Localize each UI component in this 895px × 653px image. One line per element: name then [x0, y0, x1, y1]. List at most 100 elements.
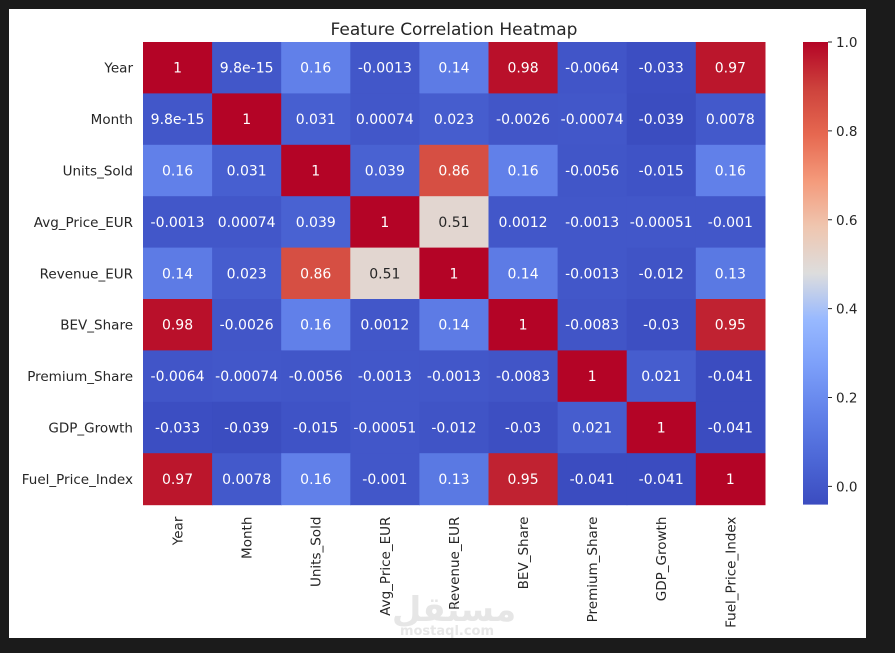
heatmap-cell-value: 0.16	[300, 472, 331, 488]
heatmap-chart: Feature Correlation Heatmap 1 9.8e-15 0.16…	[22, 20, 858, 638]
column-label: Avg_Price_EUR	[378, 517, 394, 616]
heatmap-cell-value: -0.039	[224, 421, 269, 437]
heatmap-cell-r3-c4	[419, 196, 490, 249]
colorbar-tick-label: 0.8	[836, 124, 857, 140]
colorbar-tick-label: 1.0	[836, 35, 857, 51]
heatmap-cell-value: 0.039	[296, 215, 336, 231]
heatmap-cell-value: -0.0013	[358, 61, 412, 77]
heatmap-cell-r5-c4	[419, 299, 490, 351]
heatmap-cell-value: 9.8e-15	[151, 112, 205, 128]
heatmap-cell-r0-c0	[143, 42, 213, 94]
heatmap-cell-r5-c1	[212, 299, 282, 351]
heatmap-cell-value: -0.001	[708, 215, 753, 231]
heatmap-cell-r5-c6	[557, 299, 628, 351]
column-label: Units_Sold	[309, 517, 325, 587]
heatmap-cell-value: 0.16	[162, 164, 193, 180]
heatmap-cell-value: 0.13	[438, 472, 469, 488]
heatmap-cell-value: 0.51	[369, 266, 400, 282]
heatmap-cell-r6-c3	[350, 350, 420, 403]
heatmap-cell-r3-c1	[212, 196, 282, 249]
heatmap-cell-value: -0.0083	[496, 369, 550, 385]
heatmap-cell-r6-c6	[557, 350, 628, 403]
row-label: BEV_Share	[60, 318, 133, 334]
heatmap-cell-r4-c6	[557, 247, 628, 300]
heatmap-cell-r0-c4	[419, 42, 490, 94]
heatmap-cell-value: 1	[657, 421, 666, 437]
heatmap-cell-value: -0.041	[708, 369, 753, 385]
heatmap-cell-r4-c4	[419, 247, 490, 300]
heatmap-cell-r7-c2	[281, 401, 351, 454]
row-label: Revenue_EUR	[40, 266, 133, 282]
heatmap-cell-value: -0.001	[362, 472, 407, 488]
heatmap-cell-value: 0.0012	[360, 318, 409, 334]
heatmap-cell-r1-c4	[419, 93, 490, 146]
heatmap-cell-value: 0.16	[300, 61, 331, 77]
column-label: Premium_Share	[585, 517, 601, 623]
heatmap-cell-value: 0.0012	[499, 215, 548, 231]
heatmap-cell-r6-c4	[419, 350, 490, 403]
heatmap-cell-r4-c2	[281, 247, 351, 300]
heatmap-cell-r0-c1	[212, 42, 282, 94]
row-label: Year	[103, 61, 133, 77]
heatmap-cell-r8-c1	[212, 453, 282, 506]
colorbar-tick-label: 0.2	[836, 391, 857, 407]
watermark: مستقل mostaql.com	[392, 590, 516, 638]
heatmap-cell-r2-c3	[350, 144, 420, 197]
heatmap-cell-value: 0.023	[227, 266, 267, 282]
column-label: BEV_Share	[516, 517, 532, 590]
heatmap-cell-r5-c8	[695, 299, 766, 351]
heatmap-cell-value: 1	[519, 318, 528, 334]
heatmap-cell-value: -0.0083	[565, 318, 619, 334]
heatmap-cell-r8-c2	[281, 453, 351, 506]
heatmap-cell-value: 0.16	[300, 318, 331, 334]
heatmap-cell-value: 0.0078	[222, 472, 271, 488]
heatmap-cell-r5-c7	[626, 299, 697, 351]
heatmap-cell-value: 0.0078	[706, 112, 755, 128]
heatmap-cell-value: -0.0013	[151, 215, 205, 231]
heatmap-cell-r7-c7	[626, 401, 697, 454]
heatmap-cell-r1-c0	[143, 93, 213, 146]
heatmap-cell-value: 0.13	[715, 266, 746, 282]
heatmap-cell-value: -0.012	[431, 421, 476, 437]
heatmap-cell-r3-c0	[143, 196, 213, 249]
column-label: Month	[240, 517, 256, 559]
heatmap-cell-r0-c3	[350, 42, 420, 94]
heatmap-cell-value: -0.0056	[565, 164, 619, 180]
heatmap-cell-value: 1	[173, 61, 182, 77]
column-label: GDP_Growth	[654, 517, 670, 602]
heatmap-cell-r1-c1	[212, 93, 282, 146]
heatmap-cell-value: -0.041	[708, 421, 753, 437]
heatmap-cell-value: 0.95	[715, 318, 746, 334]
chart-title: Feature Correlation Heatmap	[331, 20, 578, 40]
heatmap-cell-value: -0.00074	[215, 369, 278, 385]
colorbar	[803, 42, 828, 505]
heatmap-cell-value: 0.95	[507, 472, 538, 488]
heatmap-cell-r8-c0	[143, 453, 213, 506]
row-label: Fuel_Price_Index	[22, 472, 133, 488]
heatmap-cell-r4-c1	[212, 247, 282, 300]
heatmap-cell-r5-c0	[143, 299, 213, 351]
heatmap-cell-r1-c8	[695, 93, 766, 146]
heatmap-cell-value: 0.14	[438, 61, 469, 77]
heatmap-cell-value: 0.14	[162, 266, 193, 282]
heatmap-cell-value: -0.033	[639, 61, 684, 77]
heatmap-cell-r3-c5	[488, 196, 559, 249]
heatmap-cell-r8-c8	[695, 453, 766, 506]
heatmap-cell-value: 0.16	[715, 164, 746, 180]
heatmap-cell-value: 0.021	[572, 421, 612, 437]
row-label: Avg_Price_EUR	[34, 215, 133, 231]
heatmap-cell-value: 0.97	[162, 472, 193, 488]
heatmap-cell-r7-c5	[488, 401, 559, 454]
heatmap-cell-value: 0.039	[365, 164, 405, 180]
colorbar-tick-label: 0.0	[836, 479, 857, 495]
heatmap-cell-r8-c7	[626, 453, 697, 506]
heatmap-cell-r2-c1	[212, 144, 282, 197]
heatmap-cell-r0-c6	[557, 42, 628, 94]
heatmap-cell-r2-c0	[143, 144, 213, 197]
heatmap-cell-value: -0.041	[570, 472, 615, 488]
watermark-logo: مستقل	[392, 590, 516, 630]
heatmap-cell-value: -0.041	[639, 472, 684, 488]
colorbar-ticks: 0.0 0.2 0.4 0.6 0.8 1.0	[828, 35, 857, 495]
row-label: Premium_Share	[27, 369, 133, 385]
heatmap-cells: 1 9.8e-15 0.16 -0.0013 0.14 0.98 -0.0064 -0.033…	[143, 42, 766, 506]
